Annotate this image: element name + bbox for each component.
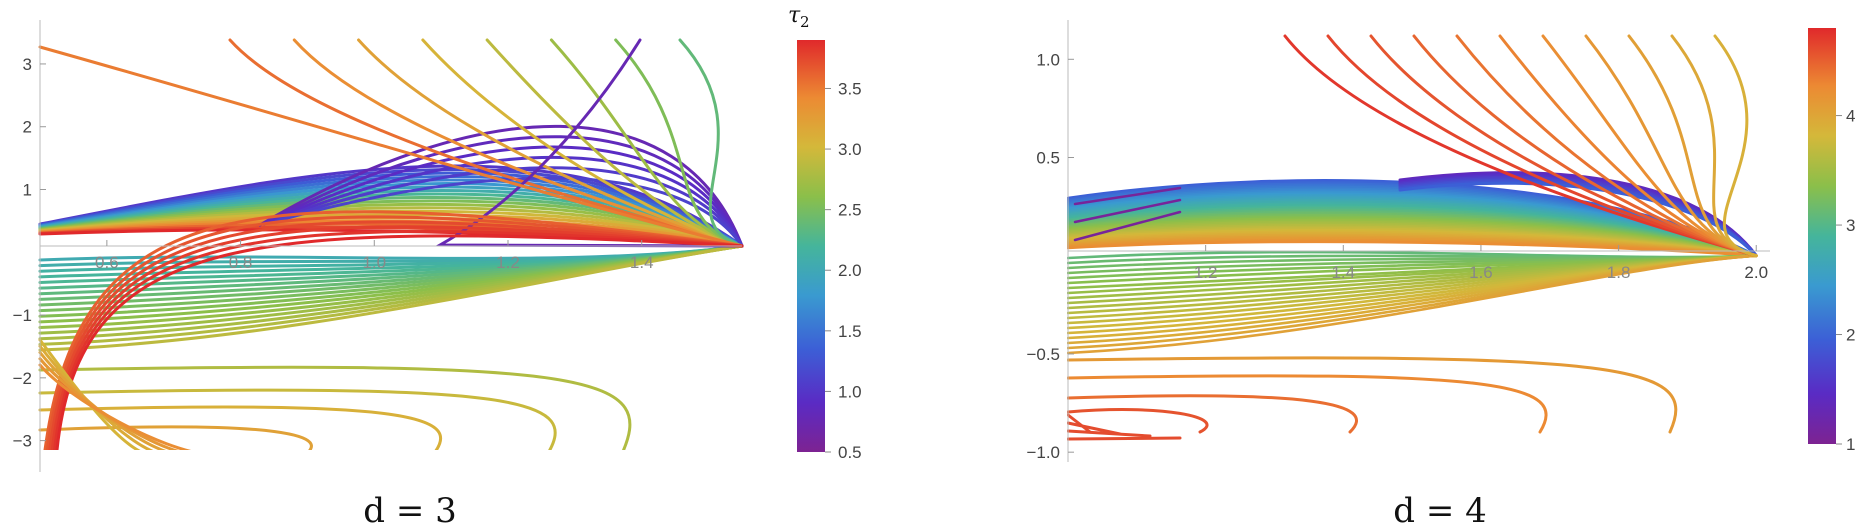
colorbar-ticks-d3: 0.5 1.0 1.5 2.0 2.5 3.0 3.5 <box>825 79 862 462</box>
series-steep <box>485 38 744 248</box>
y-tick-label: 1.0 <box>1036 50 1060 69</box>
series-corner-fan <box>38 338 141 450</box>
series-lower-hook <box>38 365 632 450</box>
ticks-d4: 1.2 1.4 1.6 1.8 2.0 1.0 0.5 −0.5 −1.0 <box>1026 50 1768 462</box>
series-upper-fan <box>38 175 744 248</box>
series-lower-hook <box>38 388 557 450</box>
series-purple-bulge <box>1398 181 1758 258</box>
panel-caption-d3: d = 3 <box>363 491 457 528</box>
x-tick-label: 1.4 <box>1331 263 1355 282</box>
curves-layer-d3 <box>38 38 744 450</box>
series-lower-hook <box>1067 394 1358 434</box>
series-lower-hook <box>38 405 443 450</box>
axes-d3 <box>39 20 742 472</box>
series-orange-diagonal <box>38 45 744 248</box>
series-steep <box>1713 34 1758 258</box>
series-bottom-arc <box>55 234 744 450</box>
axes-d4 <box>1067 20 1770 462</box>
series-purple-arc <box>262 135 744 248</box>
x-tick-label: 1.2 <box>496 253 520 272</box>
y-tick-label: 3 <box>23 55 32 74</box>
series-lower-hook <box>38 425 313 450</box>
series-purple-arc <box>266 145 744 248</box>
series-steep <box>678 38 744 248</box>
series-bottom-arc <box>45 215 744 450</box>
y-tick-label: 0.5 <box>1036 149 1060 168</box>
ticks-d3: 0.6 0.8 1.0 1.2 1.4 −3 −2 −1 1 2 3 <box>13 55 654 451</box>
series-lower-fan <box>38 244 744 352</box>
series-corner-fan <box>1067 413 1092 434</box>
colorbar-d3: 0.5 1.0 1.5 2.0 2.5 3.0 3.5 τ 2 <box>788 3 862 462</box>
colorbar-tick-label: 3.5 <box>838 79 862 98</box>
colorbar-tick-label: 0.5 <box>838 443 862 462</box>
colorbar-tick-label: 3 <box>1846 216 1855 235</box>
series-corner-fan <box>1067 429 1152 438</box>
series-upper-fan <box>38 185 744 248</box>
y-tick-label: −3 <box>13 432 32 451</box>
y-tick-label: 1 <box>23 181 32 200</box>
y-tick-label: 2 <box>23 118 32 137</box>
colorbar-tick-label: 1.0 <box>838 382 862 401</box>
y-tick-label: −2 <box>13 369 32 388</box>
colorbar-tick-label: 2.0 <box>838 261 862 280</box>
colorbar-tick-label: 4 <box>1846 107 1855 126</box>
panel-caption-d4: d = 4 <box>1393 491 1487 528</box>
colorbar-title: τ <box>788 3 801 28</box>
series-purple-arc <box>278 176 744 248</box>
colorbar-gradient-d4 <box>1808 28 1836 444</box>
series-purple-arc <box>258 124 744 248</box>
x-tick-label: 1.2 <box>1194 263 1218 282</box>
series-lower-fan <box>1067 254 1758 355</box>
x-tick-label: 2.0 <box>1744 263 1768 282</box>
series-bottom-arc <box>53 229 744 450</box>
series-purple-dash <box>1073 198 1182 224</box>
x-tick-label: 0.8 <box>229 253 253 272</box>
colorbar-tick-label: 1.5 <box>838 322 862 341</box>
series-corner-fan <box>1067 436 1182 441</box>
colorbar-d4: 1 2 3 4 <box>1808 28 1855 454</box>
series-purple-arc <box>274 166 744 248</box>
series-lower-hook <box>1067 374 1548 434</box>
series-upper-fan <box>38 206 744 248</box>
series-steep <box>614 38 744 248</box>
colorbar-tick-label: 2 <box>1846 326 1855 345</box>
series-purple-arc <box>270 156 744 248</box>
plot-panel-d4: 1.2 1.4 1.6 1.8 2.0 1.0 0.5 −0.5 −1.0 d = 4 <box>1026 20 1770 528</box>
x-tick-label: 0.6 <box>95 253 119 272</box>
colorbar-tick-label: 3.0 <box>838 140 862 159</box>
series-purple-dash <box>1073 186 1182 206</box>
y-tick-label: −1.0 <box>1026 443 1060 462</box>
colorbar-tick-label: 2.5 <box>838 201 862 220</box>
series-lower-hook <box>1067 408 1209 434</box>
colorbar-tick-label: 1 <box>1846 435 1855 454</box>
series-corner-fan <box>38 363 192 450</box>
colorbar-gradient-d3 <box>797 40 825 452</box>
series-bottom-arc <box>43 210 744 450</box>
plot-panel-d3: 0.6 0.8 1.0 1.2 1.4 −3 −2 −1 1 2 3 d = 3 <box>13 20 744 528</box>
series-upper-fan <box>38 209 744 248</box>
x-tick-label: 1.0 <box>362 253 386 272</box>
series-purple-dash <box>1073 210 1182 242</box>
series-steep <box>549 38 744 248</box>
colorbar-title-subscript: 2 <box>800 13 810 31</box>
series-bottom-arc <box>50 225 744 450</box>
x-tick-label: 1.8 <box>1607 263 1631 282</box>
series-bottom-arc <box>48 220 744 450</box>
y-tick-label: −0.5 <box>1026 345 1060 364</box>
y-tick-label: −1 <box>13 306 32 325</box>
curves-layer-d4 <box>1067 34 1758 441</box>
colorbar-ticks-d4: 1 2 3 4 <box>1836 107 1855 454</box>
x-tick-label: 1.6 <box>1469 263 1493 282</box>
series-lower-hook <box>1067 356 1678 434</box>
x-tick-label: 1.4 <box>630 253 654 272</box>
